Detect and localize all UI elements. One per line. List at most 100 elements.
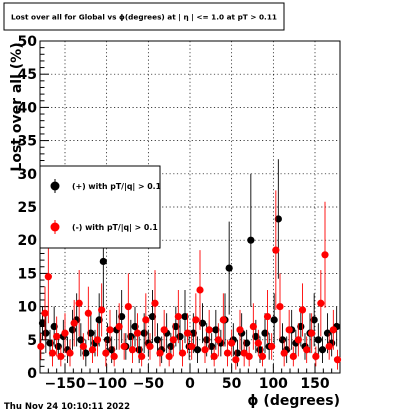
y-axis-label: Lost over all (%) — [9, 42, 25, 171]
data-point — [225, 264, 233, 272]
data-point — [146, 342, 154, 351]
data-point — [148, 312, 157, 321]
data-point — [325, 342, 333, 351]
data-point — [61, 329, 69, 337]
data-point — [212, 326, 220, 334]
data-point — [82, 349, 90, 357]
data-point — [99, 257, 107, 266]
series-minus — [37, 190, 342, 370]
data-point — [303, 346, 311, 354]
data-point — [214, 336, 222, 344]
y-tick-label: 35 — [18, 134, 37, 150]
data-point — [153, 336, 162, 344]
data-point — [120, 342, 128, 351]
legend-marker-minus — [50, 222, 60, 232]
x-tick-label: 100 — [259, 376, 288, 392]
data-point — [252, 332, 260, 341]
data-point — [294, 336, 302, 344]
legend-box — [39, 165, 161, 249]
data-point — [310, 316, 318, 324]
x-tick-label: −50 — [133, 376, 164, 392]
x-tick-label: −150 — [45, 376, 86, 392]
data-point — [169, 336, 177, 344]
data-point — [254, 339, 262, 347]
data-point — [183, 329, 192, 337]
data-point — [48, 349, 57, 357]
data-point — [219, 316, 227, 324]
data-point — [42, 329, 50, 337]
y-tick-label: 5 — [27, 333, 37, 349]
data-point — [298, 306, 307, 314]
data-point — [249, 322, 257, 331]
data-point — [77, 336, 85, 344]
data-point — [106, 326, 114, 334]
data-point — [133, 329, 142, 337]
data-point — [88, 346, 97, 354]
data-point — [261, 329, 269, 337]
data-point — [289, 352, 297, 360]
data-point — [131, 322, 139, 331]
data-point — [272, 246, 280, 254]
legend-label-plus: (+) with pT/|q| > 0.1 — [72, 182, 161, 192]
data-point — [140, 329, 148, 337]
data-point — [243, 339, 251, 347]
data-point — [198, 319, 207, 327]
y-tick-label: 50 — [18, 34, 38, 50]
data-point — [205, 326, 213, 334]
y-tick-label: 30 — [18, 167, 38, 183]
data-point — [270, 316, 278, 324]
data-point — [46, 339, 54, 347]
data-point — [66, 349, 74, 357]
data-point — [165, 352, 173, 360]
data-point — [258, 352, 267, 360]
data-point — [196, 286, 204, 294]
x-axis-label: ϕ (degrees) — [247, 393, 340, 409]
data-point — [192, 316, 200, 324]
data-point — [156, 349, 164, 357]
data-point — [68, 326, 77, 334]
data-point — [172, 322, 180, 331]
data-point — [50, 322, 58, 331]
data-point — [276, 303, 284, 311]
data-point — [181, 312, 189, 321]
data-point — [263, 312, 272, 321]
data-point — [118, 312, 126, 321]
data-point — [312, 352, 320, 360]
y-tick-label: 25 — [18, 200, 37, 216]
data-point — [41, 309, 49, 317]
data-point — [274, 215, 282, 223]
y-tick-label: 45 — [18, 67, 37, 83]
data-point — [223, 349, 232, 357]
data-point — [75, 299, 83, 307]
data-point — [317, 299, 325, 307]
data-point — [79, 342, 87, 351]
data-point — [124, 303, 132, 311]
x-tick-label: 50 — [222, 376, 242, 392]
data-point — [188, 342, 196, 351]
y-tick-label: 40 — [18, 100, 38, 116]
data-point — [236, 326, 244, 334]
data-point — [208, 342, 216, 351]
data-point — [280, 349, 288, 357]
x-tick-label: 150 — [300, 376, 329, 392]
y-tick-label: 0 — [27, 366, 37, 382]
data-point — [268, 342, 276, 351]
data-point — [329, 326, 337, 334]
data-point — [318, 346, 327, 354]
data-point — [57, 352, 65, 360]
data-point — [128, 346, 137, 354]
title-box — [3, 2, 285, 31]
data-point — [138, 352, 146, 360]
data-point — [178, 349, 187, 357]
legend-marker-plus — [50, 181, 60, 191]
chart-title: Lost over all for Global vs ϕ(degrees) a… — [11, 13, 277, 23]
data-point — [201, 346, 209, 354]
data-point — [95, 316, 103, 324]
data-point — [233, 349, 242, 357]
y-tick-label: 15 — [18, 266, 37, 282]
x-tick-label: −100 — [86, 376, 127, 392]
data-point — [333, 356, 342, 364]
data-point — [193, 346, 202, 354]
data-point — [228, 339, 236, 347]
series-layer — [37, 159, 342, 370]
